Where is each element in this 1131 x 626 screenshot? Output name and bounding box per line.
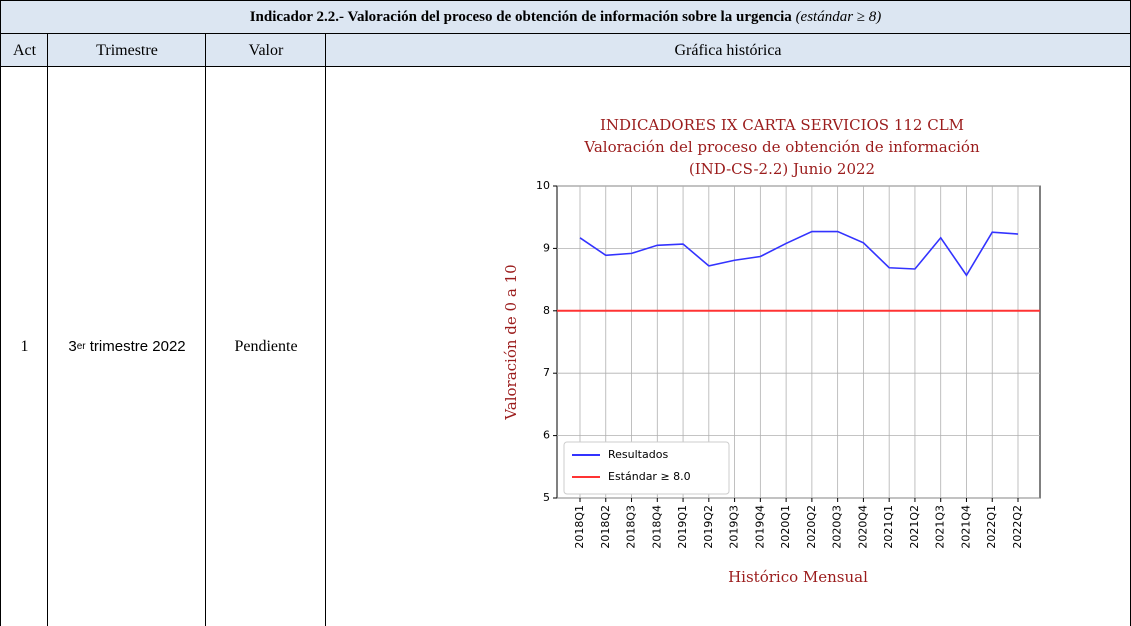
x-axis-label: Histórico Mensual	[728, 568, 868, 586]
x-tick-label: 2021Q1	[882, 505, 895, 549]
quarter-number: 3	[68, 338, 77, 355]
x-tick-label: 2020Q3	[831, 505, 844, 549]
x-tick-label: 2020Q2	[805, 505, 818, 549]
x-tick-label: 2018Q2	[599, 505, 612, 549]
x-tick-label: 2022Q1	[985, 505, 998, 549]
body-cell: 3 er trimestre 2022	[47, 66, 206, 626]
x-tick-label: 2020Q4	[856, 505, 869, 549]
body-cell: 1	[0, 66, 48, 626]
header-cell: Trimestre	[47, 33, 206, 67]
y-tick-label: 5	[543, 491, 550, 504]
y-tick-label: 8	[543, 304, 550, 317]
y-axis-label: Valoración de 0 a 10	[502, 264, 520, 420]
x-tick-label: 2021Q4	[959, 505, 972, 549]
x-tick-label: 2020Q1	[779, 505, 792, 549]
x-tick-label: 2022Q2	[1011, 505, 1024, 549]
y-tick-label: 10	[536, 179, 550, 192]
x-tick-label: 2021Q2	[908, 505, 921, 549]
x-tick-label: 2019Q4	[753, 505, 766, 549]
chart-title: Valoración del proceso de obtención de i…	[583, 138, 980, 156]
x-tick-label: 2019Q1	[676, 505, 689, 549]
y-tick-label: 9	[543, 241, 550, 254]
chart-title: (IND-CS-2.2) Junio 2022	[689, 160, 875, 178]
title-row: Indicador 2.2.- Valoración del proceso d…	[0, 0, 1131, 34]
body-cell: Pendiente	[205, 66, 326, 626]
legend-label: Resultados	[608, 448, 668, 461]
title-note: (estándar ≥ 8)	[795, 9, 882, 25]
x-tick-label: 2018Q4	[650, 505, 663, 549]
quarter-text: trimestre 2022	[85, 338, 186, 355]
ordinal: er	[76, 341, 86, 352]
x-tick-label: 2018Q3	[625, 505, 638, 549]
chart-title: INDICADORES IX CARTA SERVICIOS 112 CLM	[600, 116, 964, 134]
y-tick-label: 6	[543, 429, 550, 442]
legend	[563, 441, 730, 495]
header-cell: Valor	[205, 33, 326, 67]
data-line	[579, 230, 1019, 277]
legend-label: Estándar ≥ 8.0	[608, 470, 691, 483]
x-tick-label: 2021Q3	[934, 505, 947, 549]
x-tick-label: 2018Q1	[573, 505, 586, 549]
header-cell: Act	[0, 33, 48, 67]
y-tick-label: 7	[543, 366, 550, 379]
header-cell: Gráfica histórica	[325, 33, 1131, 67]
x-tick-label: 2019Q3	[728, 505, 741, 549]
table-title: Indicador 2.2.- Valoración del proceso d…	[249, 9, 792, 25]
x-tick-label: 2019Q2	[702, 505, 715, 549]
